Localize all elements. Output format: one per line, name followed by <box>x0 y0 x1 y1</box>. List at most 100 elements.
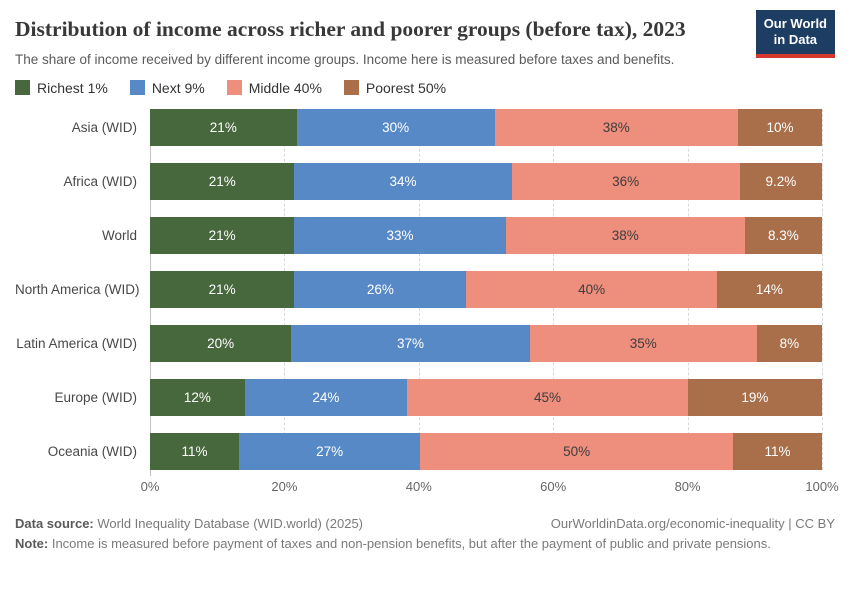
bar-segment-middle-40[interactable]: 50% <box>420 432 734 470</box>
gridline-100 <box>822 108 823 470</box>
stacked-bar: 11% 27% 50% 11% <box>150 432 822 470</box>
bar-value-label: 38% <box>611 227 639 243</box>
legend-label: Richest 1% <box>37 79 108 96</box>
note-text: Income is measured before payment of tax… <box>48 536 771 552</box>
legend-item-poorest-50: Poorest 50% <box>343 79 447 96</box>
bar-segment-middle-40[interactable]: 36% <box>511 162 740 200</box>
bar-row-oceania-wid: Oceania (WID) 11% 27% 50% 11% <box>15 432 822 470</box>
legend-swatch-middle-40 <box>226 80 242 96</box>
bar-value-label: 24% <box>312 389 340 405</box>
chart-subtitle: The share of income received by differen… <box>15 51 675 67</box>
bar-value-label: 10% <box>766 119 794 135</box>
legend-item-middle-40: Middle 40% <box>226 79 322 96</box>
x-tick-label: 40% <box>405 478 432 494</box>
bar-segment-poorest-50[interactable]: 14% <box>716 270 822 308</box>
category-label: Latin America (WID) <box>16 335 137 351</box>
stacked-bar: 21% 30% 38% 10% <box>150 108 822 146</box>
stacked-bar: 21% 33% 38% 8.3% <box>150 216 822 254</box>
bar-row-world: World 21% 33% 38% 8.3% <box>15 216 822 254</box>
owid-url-link[interactable]: OurWorldinData.org/economic-inequality <box>550 515 785 531</box>
stacked-bar: 21% 34% 36% 9.2% <box>150 162 822 200</box>
x-tick-label: 80% <box>674 478 701 494</box>
bar-segment-poorest-50[interactable]: 19% <box>687 378 823 416</box>
legend-item-next-9: Next 9% <box>129 79 205 96</box>
x-tick-label: 100% <box>805 478 839 494</box>
x-tick-label: 0% <box>140 478 160 494</box>
bar-row-asia-wid: Asia (WID) 21% 30% 38% 10% <box>15 108 822 146</box>
legend: Richest 1% Next 9% Middle 40% Poorest 50% <box>15 80 835 96</box>
data-source-label: Data source: <box>15 515 94 531</box>
category-label: Africa (WID) <box>63 173 138 189</box>
bar-value-label: 9.2% <box>765 173 797 189</box>
bar-value-label: 21% <box>208 281 236 297</box>
owid-logo[interactable]: Our World in Data <box>755 10 835 58</box>
bar-segment-poorest-50[interactable]: 11% <box>733 432 822 470</box>
legend-label: Next 9% <box>151 79 205 96</box>
bar-segment-next-9[interactable]: 26% <box>294 270 467 308</box>
chart-footer: Data source: World Inequality Database (… <box>15 514 835 556</box>
bar-value-label: 11% <box>764 443 791 459</box>
attribution: OurWorldinData.org/economic-inequality |… <box>551 514 835 535</box>
bar-value-label: 20% <box>207 335 235 351</box>
legend-swatch-poorest-50 <box>343 80 359 96</box>
bar-segment-poorest-50[interactable]: 9.2% <box>739 162 822 200</box>
category-label: World <box>101 227 137 243</box>
bar-segment-next-9[interactable]: 33% <box>294 216 506 254</box>
bar-value-label: 40% <box>578 281 606 297</box>
bar-segment-richest-1[interactable]: 21% <box>150 108 297 146</box>
bar-rows: Asia (WID) 21% 30% 38% 10% Africa (WID) 21% 34%… <box>15 108 823 470</box>
legend-label: Middle 40% <box>248 79 322 96</box>
legend-label: Poorest 50% <box>365 79 447 96</box>
owid-logo-line1: Our World <box>763 16 827 31</box>
bar-value-label: 14% <box>755 281 783 297</box>
bar-value-label: 12% <box>183 389 211 405</box>
x-axis: 0% 20% 40% 60% 80% 100% <box>141 470 839 496</box>
bar-value-label: 30% <box>382 119 410 135</box>
bar-segment-richest-1[interactable]: 21% <box>150 162 295 200</box>
bar-segment-richest-1[interactable]: 21% <box>150 216 295 254</box>
bar-value-label: 38% <box>602 119 630 135</box>
legend-swatch-next-9 <box>129 80 145 96</box>
bar-row-europe-wid: Europe (WID) 12% 24% 45% 19% <box>15 378 823 416</box>
category-label: Europe (WID) <box>54 389 137 405</box>
category-label: Oceania (WID) <box>47 443 137 459</box>
data-source: Data source: World Inequality Database (… <box>15 514 363 535</box>
bar-segment-richest-1[interactable]: 12% <box>150 378 245 416</box>
bar-segment-poorest-50[interactable]: 10% <box>738 108 822 146</box>
bar-segment-middle-40[interactable]: 35% <box>529 324 757 362</box>
owid-logo-line2: in Data <box>773 32 818 48</box>
legend-swatch-richest-1 <box>15 80 30 96</box>
chart-note: Note: Income is measured before payment … <box>15 534 835 555</box>
stacked-bar: 12% 24% 45% 19% <box>150 378 823 416</box>
bar-segment-next-9[interactable]: 24% <box>244 378 408 416</box>
bar-segment-middle-40[interactable]: 45% <box>407 378 688 416</box>
bar-segment-middle-40[interactable]: 40% <box>466 270 717 308</box>
stacked-bar: 21% 26% 40% 14% <box>150 270 822 308</box>
bar-segment-next-9[interactable]: 37% <box>291 324 530 362</box>
bar-value-label: 8% <box>779 335 800 351</box>
bar-value-label: 34% <box>389 173 417 189</box>
stacked-bar: 20% 37% 35% 8% <box>150 324 823 362</box>
bar-segment-middle-40[interactable]: 38% <box>494 108 739 146</box>
bar-segment-next-9[interactable]: 30% <box>296 108 495 146</box>
bar-segment-poorest-50[interactable]: 8.3% <box>744 216 822 254</box>
bar-segment-richest-1[interactable]: 21% <box>150 270 295 308</box>
bar-row-africa-wid: Africa (WID) 21% 34% 36% 9.2% <box>15 162 822 200</box>
bar-segment-next-9[interactable]: 34% <box>294 162 512 200</box>
bar-segment-richest-1[interactable]: 11% <box>150 432 239 470</box>
bar-value-label: 45% <box>533 389 561 405</box>
bar-segment-middle-40[interactable]: 38% <box>505 216 745 254</box>
bar-value-label: 35% <box>629 335 657 351</box>
bar-row-latin-america-wid: Latin America (WID) 20% 37% 35% 8% <box>15 324 823 362</box>
category-label: North America (WID) <box>15 281 140 297</box>
bar-value-label: 37% <box>397 335 425 351</box>
bar-value-label: 21% <box>209 119 237 135</box>
bar-segment-richest-1[interactable]: 20% <box>150 324 292 362</box>
bar-value-label: 8.3% <box>768 227 799 243</box>
data-source-text: World Inequality Database (WID.world) (2… <box>93 515 364 531</box>
bar-segment-next-9[interactable]: 27% <box>238 432 421 470</box>
legend-item-richest-1: Richest 1% <box>15 80 108 96</box>
stacked-bar-chart: Asia (WID) 21% 30% 38% 10% Africa (WID) 21% 34%… <box>15 108 839 496</box>
x-tick-label: 20% <box>271 478 298 494</box>
bar-segment-poorest-50[interactable]: 8% <box>756 324 823 362</box>
